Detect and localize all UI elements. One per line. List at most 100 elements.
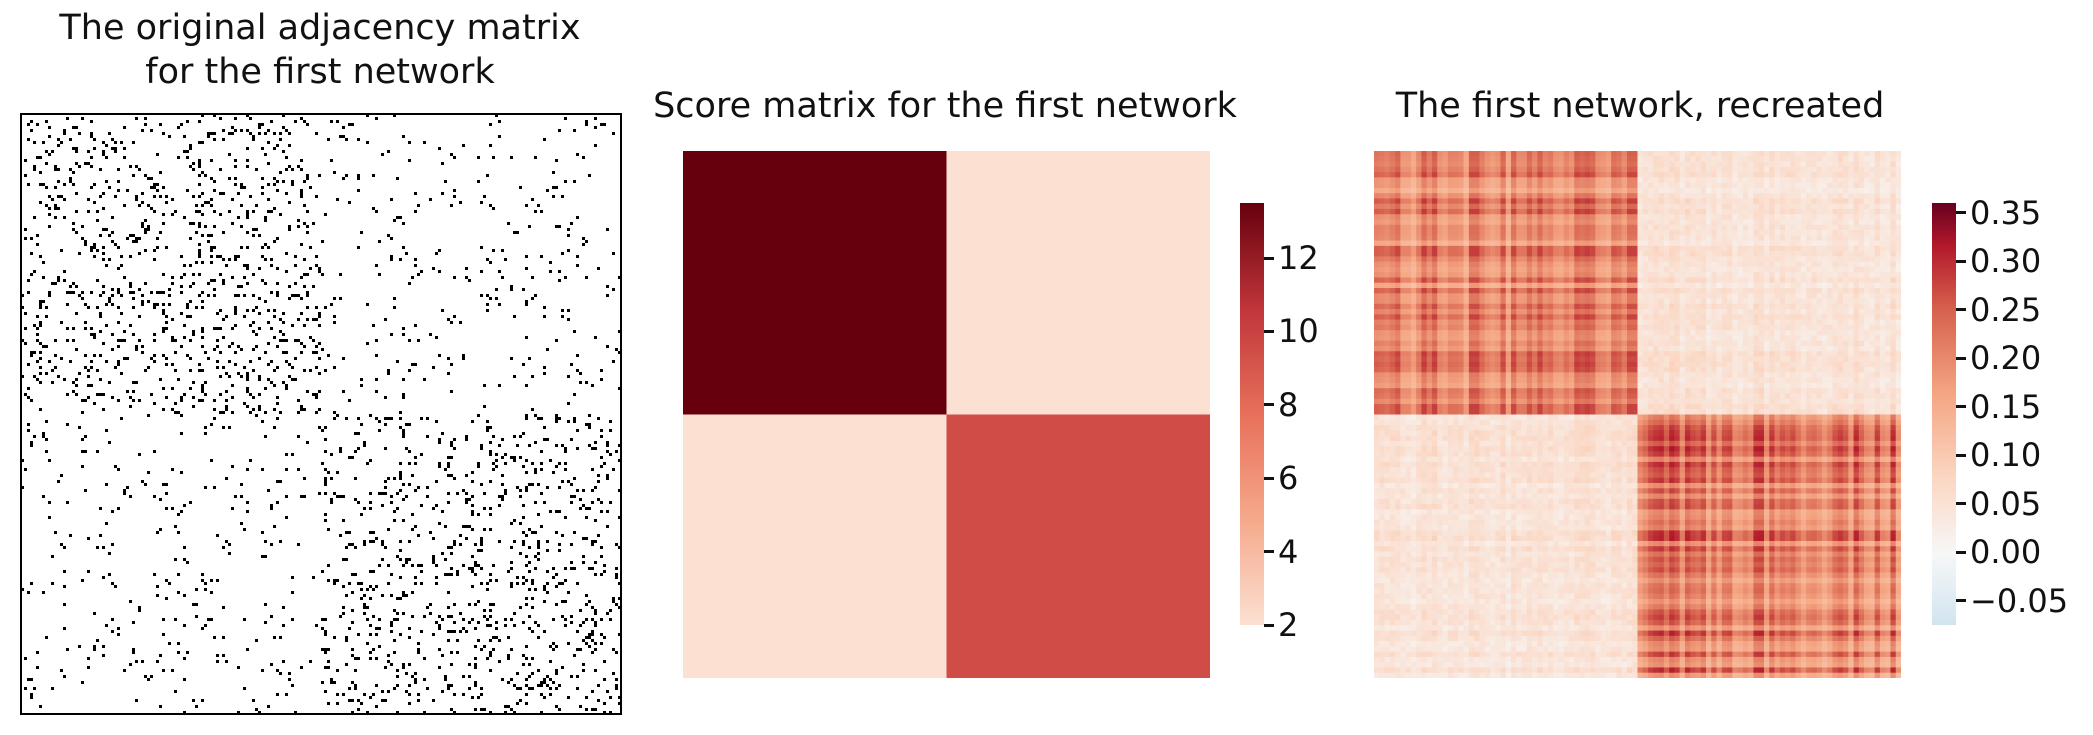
adjacency-edge <box>447 318 450 321</box>
adjacency-edge <box>486 309 489 312</box>
recreated-cell <box>1874 261 1881 268</box>
recreated-cell <box>1431 177 1438 183</box>
recreated-cell <box>1542 256 1549 262</box>
recreated-cell <box>1410 182 1417 189</box>
recreated-cell <box>1637 224 1644 231</box>
adjacency-edge <box>342 585 345 588</box>
adjacency-edge <box>207 234 210 237</box>
adjacency-edge <box>333 366 336 369</box>
adjacency-edge <box>306 210 309 213</box>
recreated-cell <box>1679 266 1686 273</box>
recreated-cell <box>1537 198 1543 204</box>
recreated-cell <box>1563 151 1570 157</box>
adjacency-edge <box>153 354 156 357</box>
recreated-cell <box>1711 193 1717 199</box>
recreated-cell <box>1653 166 1659 173</box>
recreated-cell <box>1795 198 1802 204</box>
adjacency-edge <box>72 147 75 150</box>
recreated-cell <box>1790 214 1796 220</box>
recreated-cell <box>1874 277 1881 284</box>
adjacency-edge <box>99 195 102 198</box>
recreated-cell <box>1869 193 1875 199</box>
recreated-cell <box>1389 240 1396 247</box>
recreated-cell <box>1758 235 1765 241</box>
adjacency-edge <box>246 309 249 312</box>
adjacency-edge <box>369 531 372 534</box>
recreated-cell <box>1621 266 1628 273</box>
adjacency-edge <box>477 465 480 468</box>
adjacency-edge <box>510 522 513 525</box>
adjacency-edge <box>390 624 393 627</box>
adjacency-edge <box>594 117 597 120</box>
adjacency-edge <box>492 636 495 639</box>
adjacency-edge <box>582 504 585 507</box>
adjacency-edge <box>540 681 543 684</box>
recreated-cell <box>1532 235 1538 241</box>
adjacency-edge <box>198 243 201 246</box>
adjacency-edge <box>573 417 576 420</box>
adjacency-edge <box>123 147 126 150</box>
adjacency-edge <box>237 285 240 288</box>
adjacency-edge <box>306 294 309 297</box>
recreated-cell <box>1837 187 1844 194</box>
recreated-cell <box>1874 272 1881 278</box>
adjacency-edge <box>399 411 402 414</box>
adjacency-edge <box>357 138 360 141</box>
adjacency-edge <box>288 285 291 288</box>
adjacency-edge <box>570 615 573 618</box>
recreated-cell <box>1526 219 1533 226</box>
adjacency-edge <box>42 183 45 186</box>
recreated-cell <box>1674 261 1680 268</box>
recreated-cell <box>1379 193 1385 199</box>
recreated-cell <box>1426 177 1433 183</box>
adjacency-edge <box>495 288 498 291</box>
recreated-cell <box>1568 193 1575 199</box>
adjacency-edge <box>201 204 204 207</box>
recreated-cell <box>1742 240 1749 247</box>
adjacency-edge <box>501 678 504 681</box>
adjacency-edge <box>297 219 300 222</box>
adjacency-edge <box>501 276 504 279</box>
adjacency-edge <box>399 576 402 579</box>
recreated-cell <box>1700 277 1707 284</box>
adjacency-edge <box>153 339 156 342</box>
adjacency-edge <box>249 132 252 135</box>
recreated-cell <box>1837 272 1844 278</box>
adjacency-edge <box>534 501 537 504</box>
recreated-cell <box>1511 177 1517 183</box>
recreated-cell <box>1447 156 1454 162</box>
adjacency-edge <box>534 471 537 474</box>
adjacency-edge <box>141 225 144 228</box>
recreated-cell <box>1584 177 1591 183</box>
adjacency-edge <box>285 270 288 273</box>
adjacency-edge <box>417 693 420 696</box>
adjacency-edge <box>126 189 129 192</box>
adjacency-edge <box>237 294 240 297</box>
recreated-cell <box>1843 151 1849 157</box>
adjacency-edge <box>231 327 234 330</box>
adjacency-edge <box>600 618 603 621</box>
recreated-cell <box>1721 214 1728 220</box>
recreated-cell <box>1721 177 1728 183</box>
adjacency-edge <box>417 648 420 651</box>
recreated-cell <box>1779 177 1786 183</box>
recreated-cell <box>1832 240 1839 247</box>
adjacency-edge <box>561 534 564 537</box>
adjacency-edge <box>159 498 162 501</box>
recreated-cell <box>1837 235 1844 241</box>
adjacency-edge <box>489 513 492 516</box>
adjacency-edge <box>228 153 231 156</box>
recreated-cell <box>1621 230 1628 236</box>
recreated-cell <box>1563 198 1570 204</box>
adjacency-edge <box>480 447 483 450</box>
recreated-cell <box>1795 156 1802 162</box>
recreated-cell <box>1590 193 1596 199</box>
adjacency-edge <box>375 378 378 381</box>
recreated-cell <box>1874 151 1881 157</box>
adjacency-frame <box>20 113 622 715</box>
recreated-cell <box>1474 161 1480 168</box>
adjacency-edge <box>297 318 300 321</box>
adjacency-edge <box>30 354 33 357</box>
recreated-cell <box>1763 235 1770 241</box>
adjacency-edge <box>423 678 426 681</box>
